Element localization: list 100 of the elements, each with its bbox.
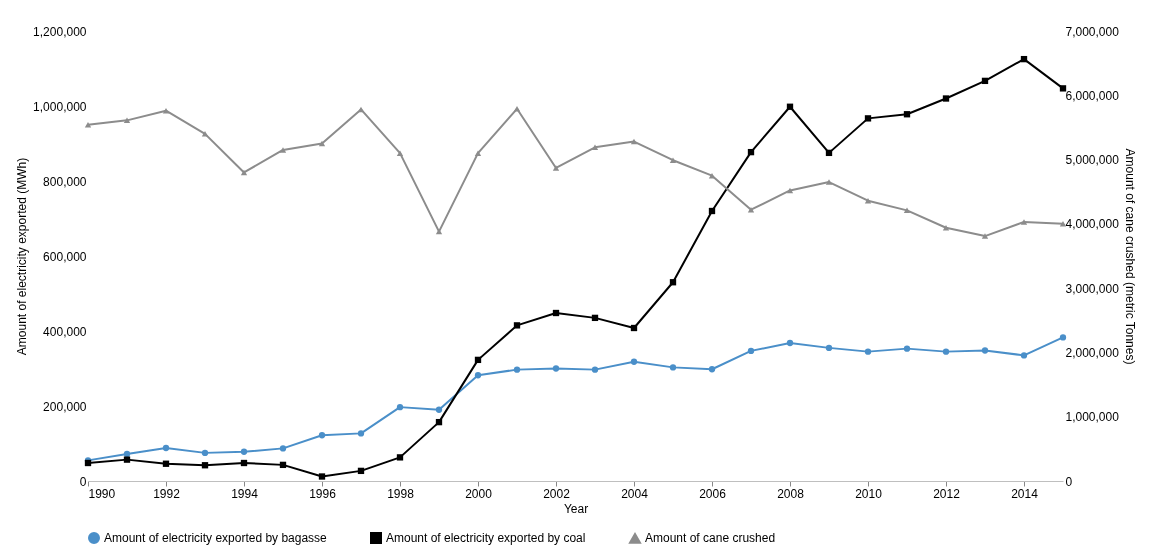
point <box>513 366 521 373</box>
point <box>1059 85 1067 92</box>
point <box>552 309 560 317</box>
point <box>279 147 287 153</box>
point <box>318 473 326 480</box>
point <box>396 403 404 411</box>
point <box>669 364 677 371</box>
y-tick-label: 600,000 <box>43 249 87 264</box>
point <box>279 445 287 452</box>
point <box>786 187 794 194</box>
x-tick-label: 2000 <box>465 486 493 501</box>
point <box>474 150 482 156</box>
point <box>903 111 911 118</box>
point <box>357 467 365 475</box>
point <box>864 115 872 122</box>
point <box>1020 219 1028 225</box>
point <box>318 432 326 439</box>
point <box>435 406 443 413</box>
x-axis-title: Year <box>563 501 589 516</box>
point <box>1020 352 1028 359</box>
point <box>357 430 365 437</box>
point <box>1020 55 1028 63</box>
point <box>591 366 599 373</box>
point <box>942 95 950 102</box>
point <box>435 418 443 426</box>
y2-tick-label: 7,000,000 <box>1065 24 1120 39</box>
point <box>1059 334 1067 341</box>
x-tick-label: 1996 <box>309 486 337 501</box>
point <box>981 77 989 85</box>
point <box>162 444 170 452</box>
legend-label: Amount of electricity exported by coal <box>386 531 586 545</box>
y2-tick-label: 1,000,000 <box>1065 410 1120 425</box>
y-axis-title: Amount of electricity exported (MWh) <box>15 157 30 356</box>
y2-tick-label: 5,000,000 <box>1065 153 1120 168</box>
y-tick-label: 0 <box>79 474 87 489</box>
y2-tick-label: 4,000,000 <box>1065 217 1120 232</box>
y-tick-label: 800,000 <box>43 174 87 189</box>
x-tick-label: 2004 <box>621 486 649 501</box>
y2-tick-label: 3,000,000 <box>1065 281 1120 296</box>
point <box>864 348 872 355</box>
point <box>630 358 638 365</box>
x-tick-label: 2010 <box>855 486 883 501</box>
point <box>240 448 248 455</box>
point <box>669 157 677 163</box>
x-tick-label: 1994 <box>231 486 259 501</box>
point <box>201 449 209 457</box>
point <box>903 345 911 352</box>
point <box>591 314 599 322</box>
point <box>669 279 677 286</box>
legend-label: Amount of cane crushed <box>645 531 776 546</box>
point <box>240 459 248 467</box>
point <box>474 356 482 364</box>
y-tick-label: 400,000 <box>43 324 87 339</box>
y-tick-label: 1,000,000 <box>33 99 87 114</box>
point <box>825 344 833 352</box>
point <box>825 149 833 157</box>
legend-label: Amount of electricity exported by bagasse <box>104 531 328 545</box>
point <box>396 454 404 461</box>
point <box>552 165 560 171</box>
x-tick-label: 2006 <box>699 486 727 501</box>
point <box>708 207 716 215</box>
point <box>123 456 131 463</box>
point <box>786 103 794 110</box>
x-tick-label: 1990 <box>88 486 116 501</box>
x-tick-label: 2002 <box>543 486 571 501</box>
y2-tick-label: 6,000,000 <box>1065 88 1120 103</box>
point <box>318 140 326 147</box>
point <box>162 460 170 467</box>
y-tick-label: 200,000 <box>43 399 87 414</box>
point <box>201 131 209 137</box>
x-tick-label: 2012 <box>933 486 961 501</box>
point <box>513 322 521 329</box>
point <box>825 179 833 185</box>
x-tick-label: 1992 <box>153 486 181 501</box>
point <box>630 138 638 145</box>
point <box>123 117 131 124</box>
x-tick-label: 1998 <box>387 486 415 501</box>
point <box>942 348 950 355</box>
point <box>123 450 131 458</box>
point <box>747 347 755 355</box>
point <box>84 122 92 128</box>
x-tick-label: 2014 <box>1011 486 1039 501</box>
point <box>552 365 560 372</box>
y2-tick-label: 0 <box>1065 474 1073 489</box>
point <box>357 106 365 113</box>
x-tick-label: 2008 <box>777 486 805 501</box>
point <box>630 324 638 332</box>
point <box>591 144 599 151</box>
point <box>396 150 404 156</box>
point <box>903 207 911 214</box>
point <box>786 339 794 347</box>
point <box>240 169 248 176</box>
point <box>279 461 287 469</box>
y2-tick-label: 2,000,000 <box>1065 345 1120 360</box>
point <box>201 462 209 469</box>
point <box>708 366 716 373</box>
point <box>747 148 755 156</box>
y-tick-label: 1,200,000 <box>33 24 87 39</box>
y2-axis-title: Amount of cane crushed (metric Tonnes) <box>1122 148 1137 365</box>
point <box>513 106 521 112</box>
